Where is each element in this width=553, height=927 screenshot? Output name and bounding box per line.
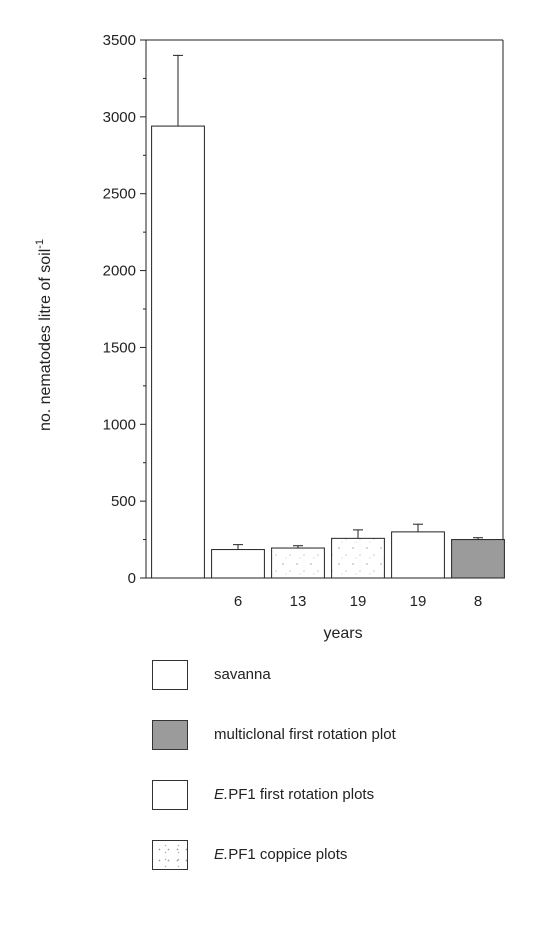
legend-label: savanna <box>214 666 271 683</box>
legend-label-italic: E. <box>214 786 229 803</box>
legend-item-savanna: savanna <box>152 660 532 720</box>
y-axis-title-text: no. nematodes litre of soil <box>37 249 54 431</box>
bar <box>271 547 325 579</box>
legend-label-text: multiclonal first rotation plot <box>214 726 396 743</box>
legend-swatch-white <box>152 780 188 810</box>
bars <box>151 54 505 579</box>
y-tick-label: 2500 <box>103 186 136 203</box>
plot-frame <box>146 39 504 578</box>
bar <box>151 125 205 579</box>
legend-item-multiclonal: multiclonal first rotation plot <box>152 720 532 780</box>
legend-swatch-white <box>152 660 188 690</box>
legend-label-italic: E. <box>214 846 229 863</box>
x-tick-label: 6 <box>234 593 242 610</box>
y-axis-title-superscript: -1 <box>34 239 46 249</box>
legend-label-text: PF1 coppice plots <box>228 846 348 863</box>
y-axis-title: no. nematodes litre of soil-1 <box>34 239 54 431</box>
bar <box>211 549 265 579</box>
x-axis-title: years <box>323 625 362 642</box>
legend-item-coppice: E.PF1 coppice plots <box>152 840 532 900</box>
x-tick-label: 13 <box>290 593 307 610</box>
legend-swatch-dots <box>152 840 188 870</box>
y-tick-label: 3000 <box>103 109 136 126</box>
y-tick-label: 0 <box>128 570 136 587</box>
y-tick-label: 500 <box>111 493 136 510</box>
x-tick-label: 19 <box>350 593 367 610</box>
legend-item-first-rotation: E.PF1 first rotation plots <box>152 780 532 840</box>
y-tick-label: 1000 <box>103 416 136 433</box>
legend-label-text: PF1 first rotation plots <box>228 786 375 803</box>
bar <box>451 539 505 579</box>
y-axis: 0 500 1000 1500 2000 2500 3000 3500 <box>103 32 147 587</box>
bar <box>331 537 385 579</box>
x-axis: 6 13 19 19 8 <box>146 577 503 610</box>
legend-label: multiclonal first rotation plot <box>214 726 396 743</box>
y-tick-label: 3500 <box>103 32 136 49</box>
y-tick-label: 2000 <box>103 263 136 280</box>
x-tick-label: 19 <box>410 593 427 610</box>
legend: savanna multiclonal first rotation plot … <box>152 660 532 900</box>
legend-swatch-grey <box>152 720 188 750</box>
bar-chart: 0 500 1000 1500 2000 2500 3000 3500 6 13 19 19 8 no… <box>34 32 505 642</box>
x-tick-label: 8 <box>474 593 482 610</box>
legend-label-text: savanna <box>214 666 271 683</box>
y-tick-label: 1500 <box>103 339 136 356</box>
bar <box>391 531 445 579</box>
legend-label: E.PF1 coppice plots <box>214 846 347 863</box>
legend-label: E.PF1 first rotation plots <box>214 786 374 803</box>
